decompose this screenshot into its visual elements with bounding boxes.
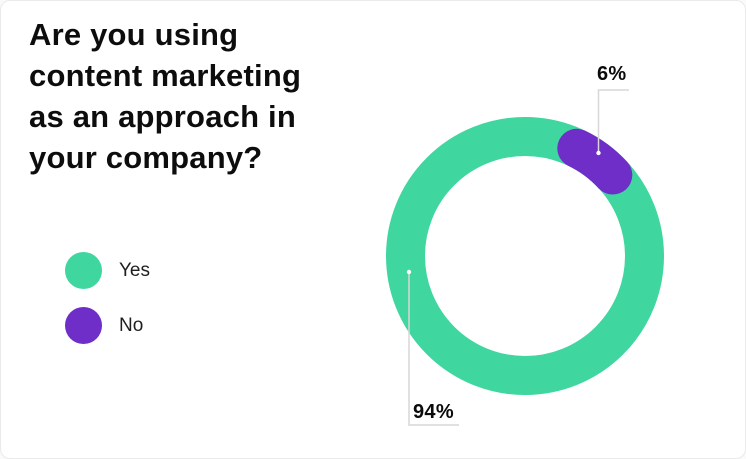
data-label-yes: 94% — [413, 401, 454, 423]
callout-line-yes — [408, 272, 459, 426]
chart-title-line: as an approach in — [29, 99, 296, 134]
chart-title-line: Are you using — [29, 17, 239, 52]
legend-label-yes: Yes — [119, 259, 150, 281]
legend-label-no: No — [119, 314, 144, 336]
legend-swatch-yes — [65, 252, 102, 289]
donut-slice-no — [557, 128, 633, 195]
legend-swatch-no — [65, 307, 102, 344]
legend-item-no: No — [65, 307, 150, 344]
legend-item-yes: Yes — [65, 252, 150, 289]
chart-title: Are you using content marketing as an ap… — [29, 14, 301, 178]
callout-dot-yes — [406, 269, 412, 275]
callout-dot-no — [596, 150, 601, 156]
legend: Yes No — [65, 252, 150, 362]
chart-title-line: your company? — [29, 140, 263, 175]
callout-line-no — [597, 89, 629, 153]
data-label-no: 6% — [597, 63, 627, 85]
donut-slice-yes — [386, 117, 664, 395]
chart-title-line: content marketing — [29, 58, 302, 93]
